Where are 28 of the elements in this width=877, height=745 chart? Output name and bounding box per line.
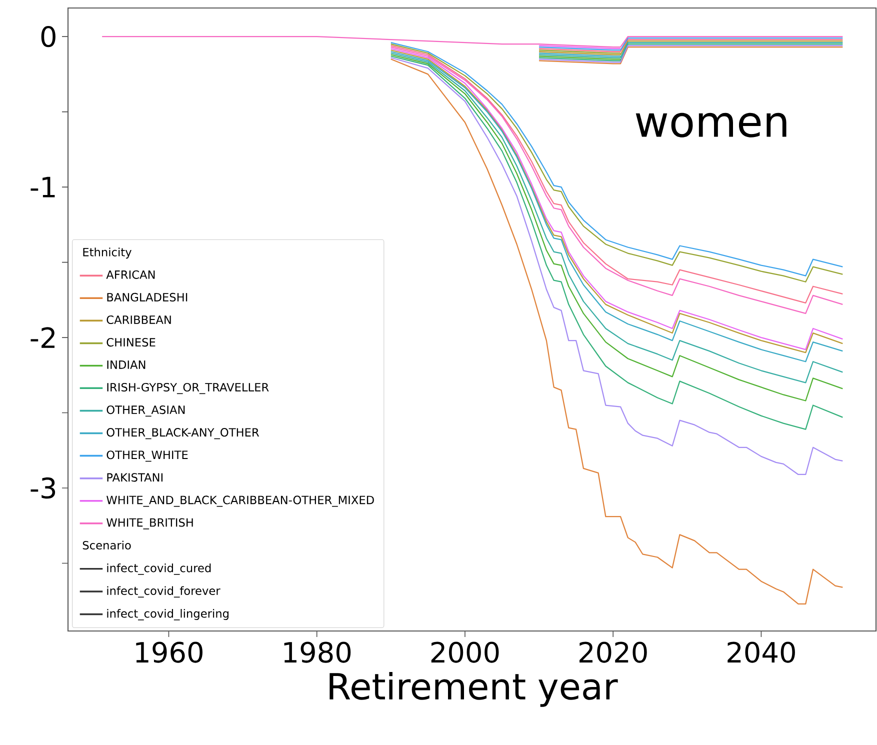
legend-label: WHITE_AND_BLACK_CARIBBEAN-OTHER_MIXED bbox=[106, 496, 374, 507]
legend-label: OTHER_BLACK-ANY_OTHER bbox=[106, 428, 260, 440]
legend-label: CHINESE bbox=[106, 338, 156, 347]
annotation: Scenario bbox=[82, 540, 131, 550]
legend-label: INDIAN bbox=[107, 360, 146, 369]
x-tick-label: 2000 bbox=[431, 642, 499, 663]
x-tick-label: 1980 bbox=[284, 642, 351, 663]
legend-label: CARIBBEAN bbox=[106, 315, 171, 324]
legend-label: infect_covid_lingering bbox=[107, 608, 228, 620]
y-tick-label: -2 bbox=[30, 327, 54, 348]
y-tick-label: -1 bbox=[30, 176, 55, 198]
legend-label: OTHER_WHITE bbox=[106, 450, 188, 462]
y-tick-label: -3 bbox=[30, 477, 56, 499]
x-tick-label: 2040 bbox=[728, 642, 795, 663]
legend-label: BANGLADESHI bbox=[107, 292, 188, 302]
x-tick-label: 2020 bbox=[580, 642, 647, 663]
legend-title: Ethnicity bbox=[83, 248, 132, 259]
legend-label: infect_covid_forever bbox=[107, 586, 220, 598]
x-tick-label: 1960 bbox=[136, 642, 202, 663]
x-axis-title: Retirement year bbox=[330, 672, 618, 707]
legend-label: WHITE_BRITISH bbox=[106, 518, 193, 530]
legend-label: AFRICAN bbox=[106, 270, 155, 279]
legend-label: IRISH-GYPSY_OR_TRAVELLER bbox=[107, 382, 269, 394]
legend-label: OTHER_ASIAN bbox=[106, 405, 185, 417]
y-tick-label: 0 bbox=[41, 26, 56, 48]
annotation: women bbox=[636, 112, 786, 138]
legend-label: PAKISTANI bbox=[107, 473, 162, 482]
legend-label: infect_covid_cured bbox=[107, 564, 211, 575]
